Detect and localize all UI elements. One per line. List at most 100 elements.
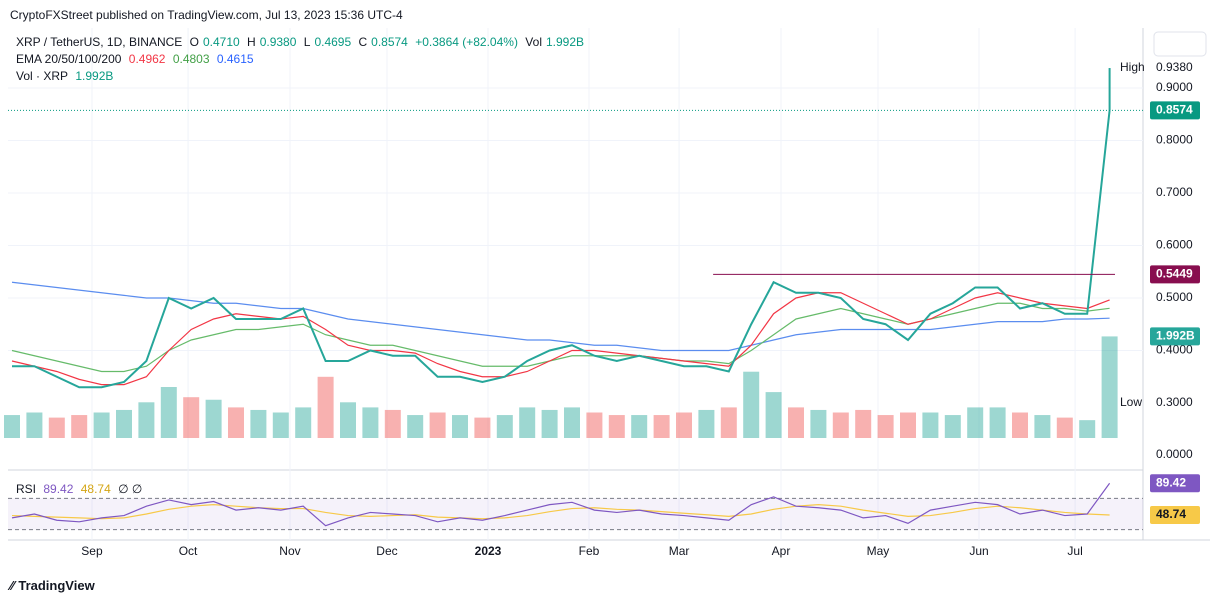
resistance-label-box [1150,265,1200,284]
volume-bar [452,415,468,438]
rsi-title: RSI [16,482,37,496]
volume-bar [810,409,827,438]
published: CryptoFXStreet published on TradingView.… [10,8,403,22]
volume-label-box [1150,327,1200,346]
volume-bar [4,415,20,438]
symbol: XRP / TetherUS, 1D, BINANCE [16,35,183,49]
ohlc-value: 0.4695 [314,35,352,49]
volume-bar [1056,417,1073,438]
volume-bar [967,407,984,438]
volume-bar [317,376,334,438]
volume-bar [496,415,513,438]
volume-bar [922,412,939,438]
vol-value: 1.992B [545,35,585,49]
x-tick-label: Dec [376,544,397,558]
volume-bar [564,407,580,438]
volume-bar [765,392,782,438]
x-tick-label: Oct [179,544,198,558]
volume-bar [272,412,289,438]
ohlc-key: H [247,35,256,49]
series-line [11,281,1110,352]
rsi-extra: ∅ ∅ [118,482,143,496]
volume-bar [1079,420,1096,438]
x-tick-label: 2023 [475,544,502,558]
y-tick-label: 0.9000 [1156,80,1193,94]
volume-bar [116,409,132,438]
footer: ⁄⁄ TradingView [10,578,99,593]
volume-bar [743,371,760,438]
toolbar-box[interactable] [1153,31,1207,57]
ema-row: EMA 20/50/100/200 0.4962 0.4803 0.4615 [16,52,258,66]
last-price-label: 0.8574 [1156,103,1193,117]
rsi-label: 48.74 [1156,507,1186,521]
high-value: 0.9380 [1156,60,1193,74]
volume-bar [832,412,849,438]
y-tick-label: 0.7000 [1156,185,1193,199]
volume-bar [160,387,177,438]
volume-bar [1012,412,1028,438]
volume-bar [183,397,200,438]
ohlc-value: 0.4710 [202,35,240,49]
x-tick-label: Feb [579,544,600,558]
volume-bar [362,407,379,438]
rsi-row: RSI 89.42 48.74 ∅ ∅ [16,482,146,496]
ema-value: 0.4615 [216,52,254,66]
low-value: 0.3000 [1156,395,1193,409]
rsi-ma-value: 48.74 [80,482,111,496]
x-tick-label: Sep [81,544,103,558]
volume-bar [944,415,961,438]
y-tick-label: 0.6000 [1156,238,1193,252]
volume-bar [474,417,491,438]
volume-bar [877,415,894,438]
vol-row: Vol · XRP 1.992B [16,69,117,83]
volume-bar [295,407,312,438]
volume-bar [71,415,88,438]
volume-tick-label: 0.0000 [1156,447,1193,461]
series-line [12,110,1111,389]
volume-bar [93,412,110,438]
ohlc-value: 0.9380 [259,35,297,49]
volume-bar [407,415,424,438]
footer-text: TradingView [18,578,95,593]
series-line [11,482,1111,527]
volume-bar [138,402,155,438]
volume-bar [205,399,222,438]
ema-value: 0.4803 [172,52,210,66]
volume-label: 1.992B [1156,329,1195,343]
volume-bar [228,407,244,438]
x-tick-label: Mar [669,544,690,558]
change: +0.3864 (+82.04%) [415,35,518,49]
volume-bar [48,417,65,438]
ohlc-key: L [303,35,311,49]
vol-key: Vol [525,35,542,49]
series-line [11,302,1110,373]
ohlc-key: C [358,35,368,49]
vol-label: Vol · XRP [16,69,69,83]
series-line [11,292,1110,386]
ohlc-key: O [189,35,199,49]
y-tick-label: 0.8000 [1156,133,1193,147]
volume-bar [698,409,715,438]
resistance-label: 0.5449 [1156,267,1193,281]
rsi-label-box [1150,505,1200,524]
x-tick-label: May [867,544,890,558]
volume-bar [989,407,1006,438]
x-tick-label: Apr [772,544,791,558]
volume-bar [586,412,603,438]
volume-bar [1101,336,1118,438]
volume-bar [26,412,43,438]
ohlc-value: 0.8574 [371,35,408,49]
y-tick-label: 0.5000 [1156,290,1193,304]
volume-bar [900,412,916,438]
volume-bar [608,415,625,438]
last-price-box [1150,101,1200,120]
volume-bar [519,407,536,438]
volume-bar [653,415,670,438]
volume-bar [1034,415,1051,438]
ema-label: EMA 20/50/100/200 [16,52,122,66]
symbol-row: XRP / TetherUS, 1D, BINANCE O 0.4710 H 0.9… [16,35,588,49]
volume-bar [676,412,692,438]
volume-bar [429,412,446,438]
volume-bar [340,402,356,438]
